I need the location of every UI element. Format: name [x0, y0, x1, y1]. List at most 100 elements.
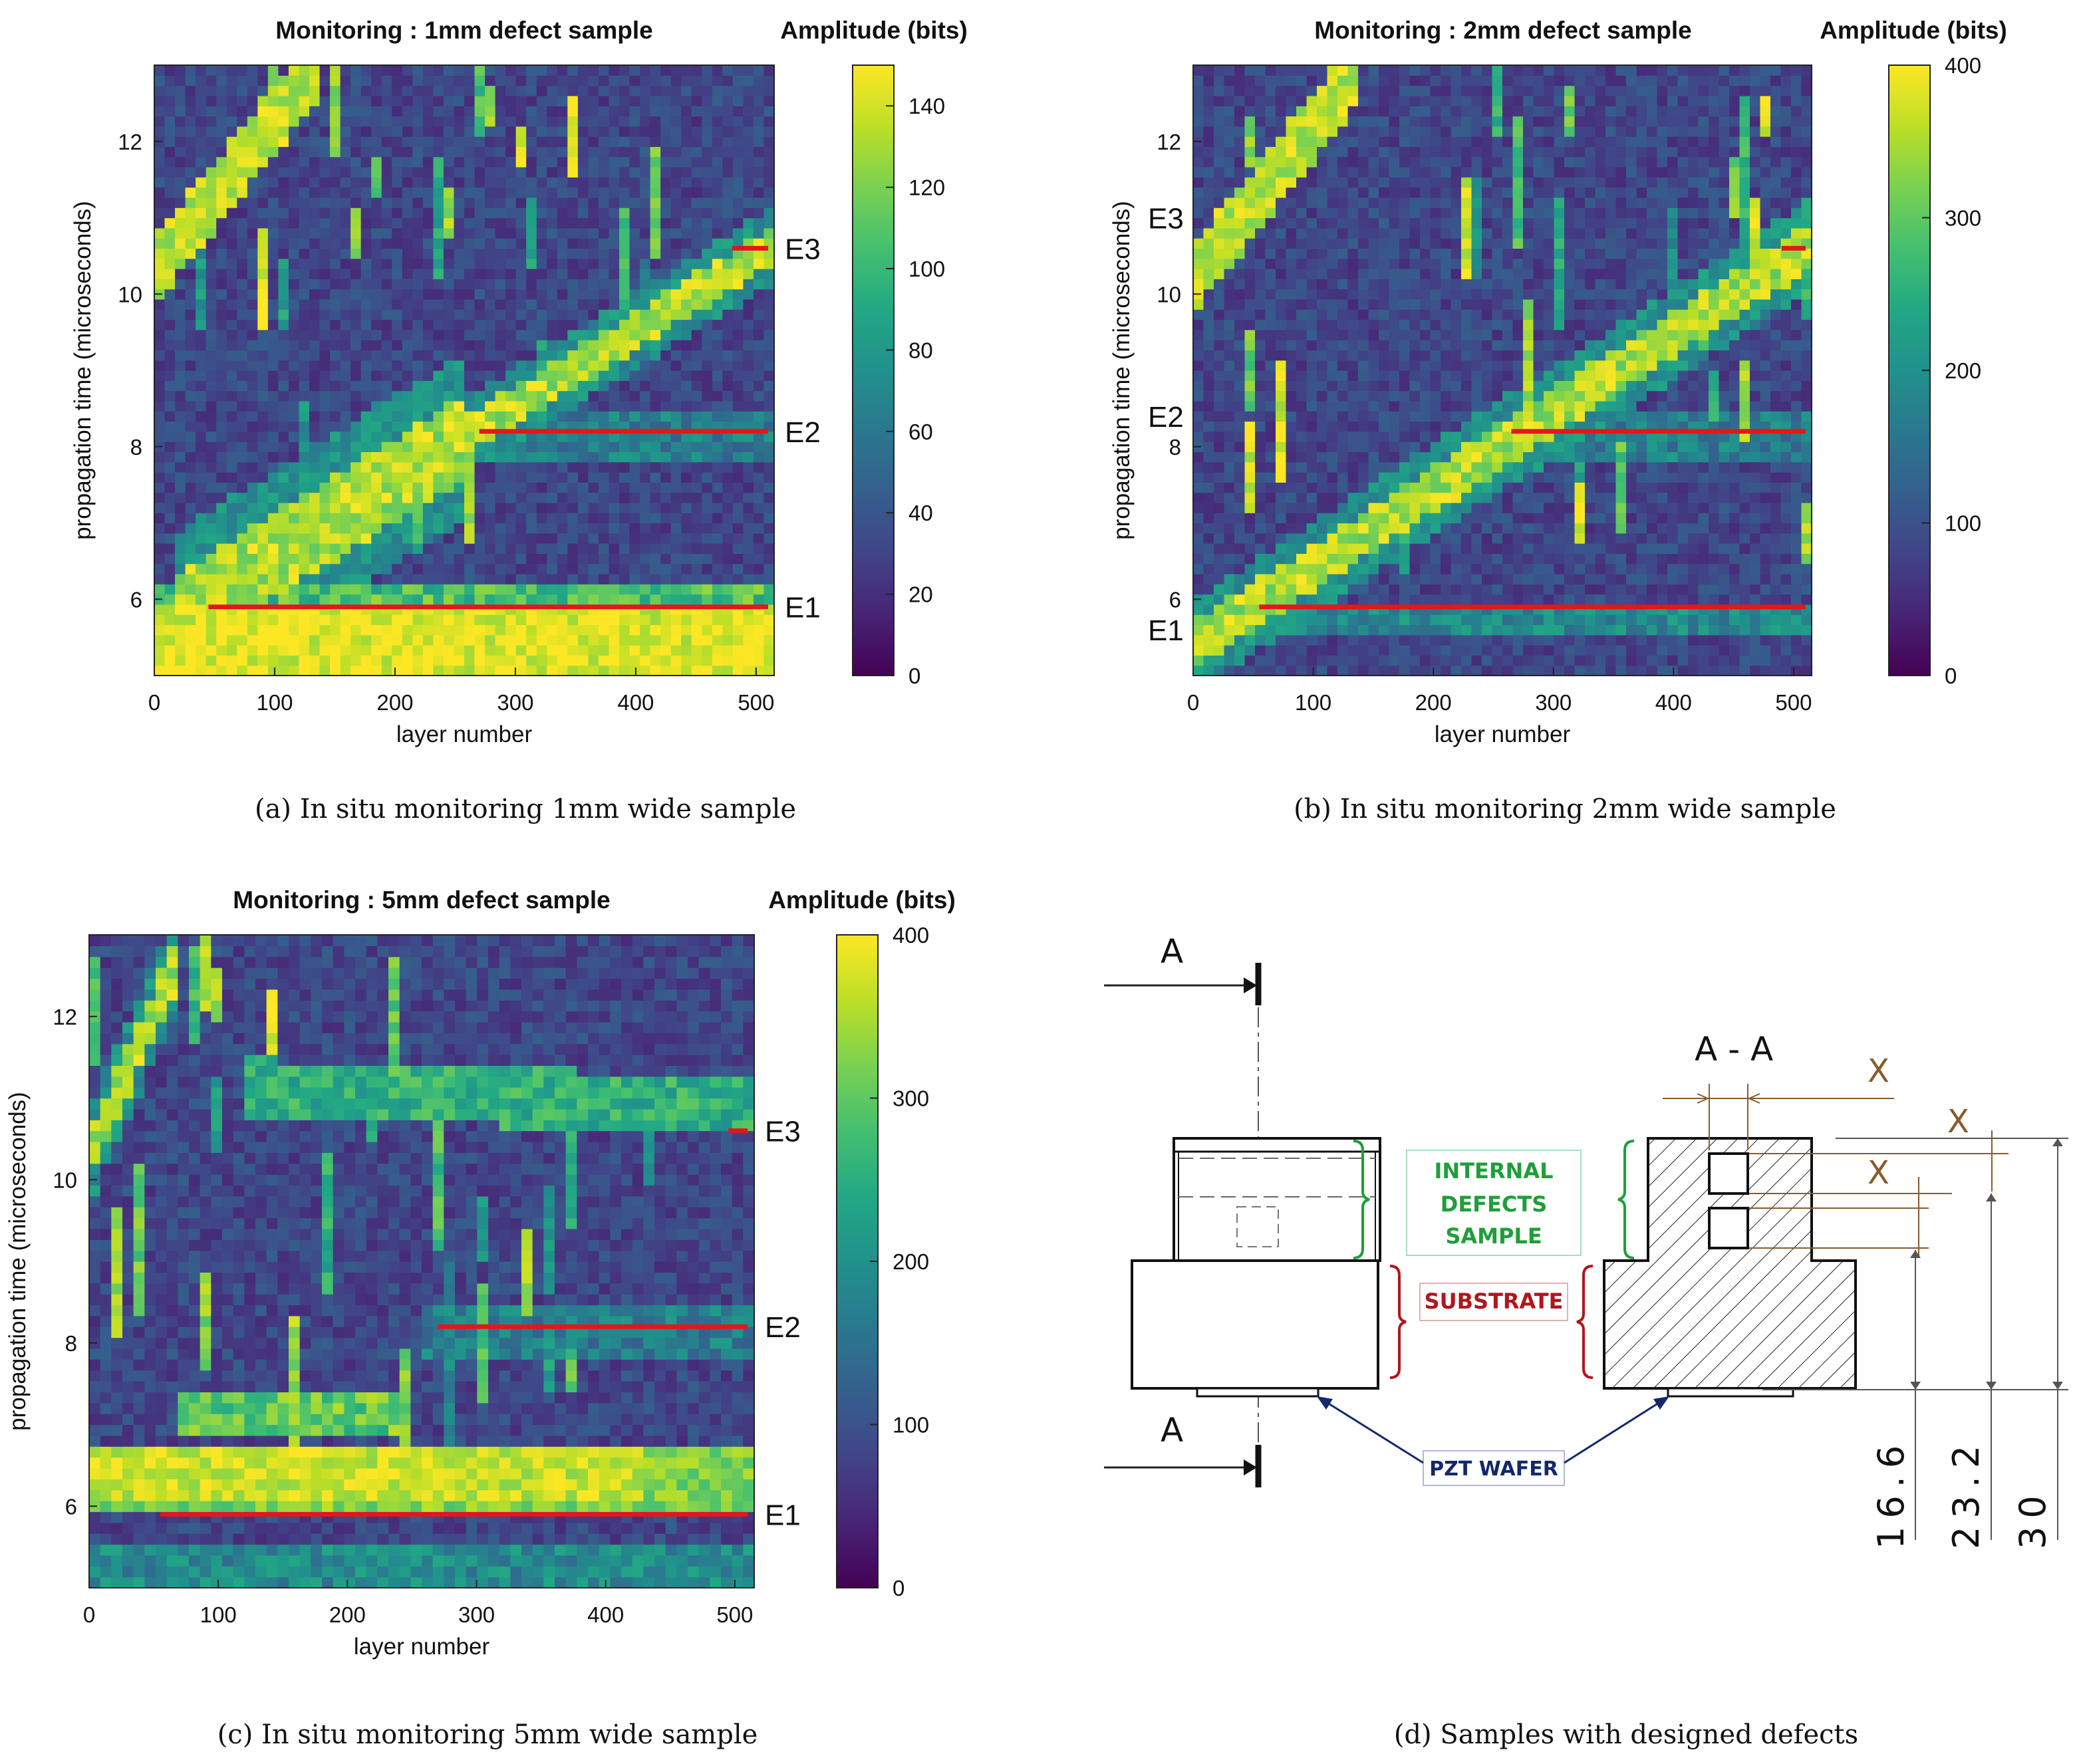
heatmap-cell: [422, 126, 434, 137]
heatmap-cell: [619, 299, 630, 310]
heatmap-cell: [319, 329, 331, 340]
heatmap-cell: [722, 655, 734, 666]
heatmap-cell: [1358, 492, 1369, 503]
heatmap-cell: [350, 116, 362, 127]
heatmap-cell: [712, 624, 723, 636]
heatmap-cell: [1214, 645, 1225, 656]
heatmap-cell: [422, 594, 434, 605]
heatmap-cell: [547, 156, 558, 168]
heatmap-cell: [712, 177, 723, 188]
heatmap-cell: [1389, 380, 1400, 392]
heatmap-cell: [567, 289, 579, 300]
heatmap-cell: [505, 340, 517, 350]
heatmap-cell: [547, 197, 558, 208]
heatmap-cell: [257, 217, 269, 229]
heatmap-cell: [1317, 106, 1328, 117]
heatmap-cell: [412, 65, 424, 76]
heatmap-cell: [609, 238, 620, 249]
heatmap-cell: [381, 665, 392, 676]
heatmap-cell: [588, 634, 599, 646]
heatmap-cell: [412, 421, 424, 432]
heatmap-cell: [392, 85, 403, 96]
heatmap-cell: [1306, 411, 1318, 422]
heatmap-cell: [1255, 319, 1266, 330]
heatmap-cell: [547, 299, 558, 310]
heatmap-cell: [1399, 177, 1411, 188]
heatmap-cell: [1265, 238, 1276, 249]
heatmap-cell: [1347, 370, 1359, 381]
heatmap-cell: [712, 269, 723, 279]
heatmap-cell: [288, 523, 300, 534]
heatmap-cell: [640, 258, 651, 269]
heatmap-cell: [392, 655, 403, 666]
heatmap-cell: [1224, 380, 1235, 392]
heatmap-cell: [309, 360, 321, 371]
heatmap-cell: [557, 624, 568, 636]
heatmap-cell: [640, 248, 651, 259]
heatmap-cell: [1317, 461, 1328, 473]
heatmap-cell: [629, 370, 640, 381]
heatmap-cell: [206, 533, 217, 544]
heatmap-cell: [1358, 136, 1369, 147]
heatmap-cell: [588, 502, 599, 513]
heatmap-cell: [1399, 299, 1411, 310]
heatmap-cell: [763, 594, 775, 605]
heatmap-cell: [681, 217, 692, 229]
heatmap-cell: [1193, 380, 1204, 392]
heatmap-cell: [536, 502, 547, 513]
heatmap-cell: [577, 187, 589, 198]
heatmap-cell: [753, 533, 765, 544]
heatmap-cell: [1306, 309, 1318, 320]
heatmap-cell: [1327, 95, 1338, 106]
heatmap-cell: [464, 136, 476, 147]
heatmap-cell: [505, 594, 517, 605]
heatmap-cell: [278, 533, 289, 544]
heatmap-cell: [1255, 227, 1266, 239]
heatmap-cell: [371, 624, 382, 636]
heatmap-cell: [474, 197, 486, 208]
heatmap-cell: [175, 380, 186, 392]
heatmap-cell: [1224, 594, 1235, 605]
heatmap-cell: [712, 329, 723, 340]
heatmap-cell: [1389, 553, 1400, 565]
heatmap-cell: [1296, 269, 1308, 279]
heatmap-cell: [350, 136, 362, 147]
heatmap-cell: [598, 400, 610, 412]
heatmap-cell: [753, 65, 765, 76]
heatmap-cell: [319, 238, 331, 249]
heatmap-cell: [443, 207, 455, 219]
heatmap-cell: [557, 431, 568, 442]
heatmap-cell: [1214, 513, 1225, 524]
heatmap-cell: [237, 472, 248, 483]
heatmap-cell: [185, 360, 196, 371]
heatmap-cell: [1214, 319, 1225, 330]
heatmap-cell: [360, 319, 372, 330]
heatmap-cell: [691, 543, 702, 554]
heatmap-cell: [454, 400, 465, 412]
heatmap-cell: [515, 370, 527, 381]
heatmap-cell: [1306, 472, 1318, 483]
heatmap-cell: [681, 309, 692, 320]
heatmap-cell: [422, 400, 434, 412]
heatmap-cell: [464, 146, 476, 158]
heatmap-cell: [226, 574, 237, 584]
heatmap-cell: [609, 380, 620, 392]
heatmap-cell: [257, 543, 269, 554]
heatmap-cell: [299, 513, 310, 524]
heatmap-cell: [1368, 594, 1379, 605]
heatmap-cell: [422, 187, 434, 198]
heatmap-cell: [567, 207, 579, 219]
heatmap-cell: [681, 574, 692, 584]
heatmap-cell: [206, 574, 217, 584]
heatmap-cell: [454, 482, 465, 493]
heatmap-cell: [670, 370, 682, 381]
heatmap-cell: [681, 258, 692, 269]
heatmap-cell: [350, 269, 362, 279]
heatmap-cell: [454, 85, 465, 96]
heatmap-cell: [619, 289, 630, 300]
heatmap-cell: [547, 553, 558, 565]
heatmap-cell: [288, 248, 300, 259]
heatmap-cell: [547, 502, 558, 513]
heatmap-cell: [299, 340, 310, 350]
heatmap-cell: [629, 513, 640, 524]
